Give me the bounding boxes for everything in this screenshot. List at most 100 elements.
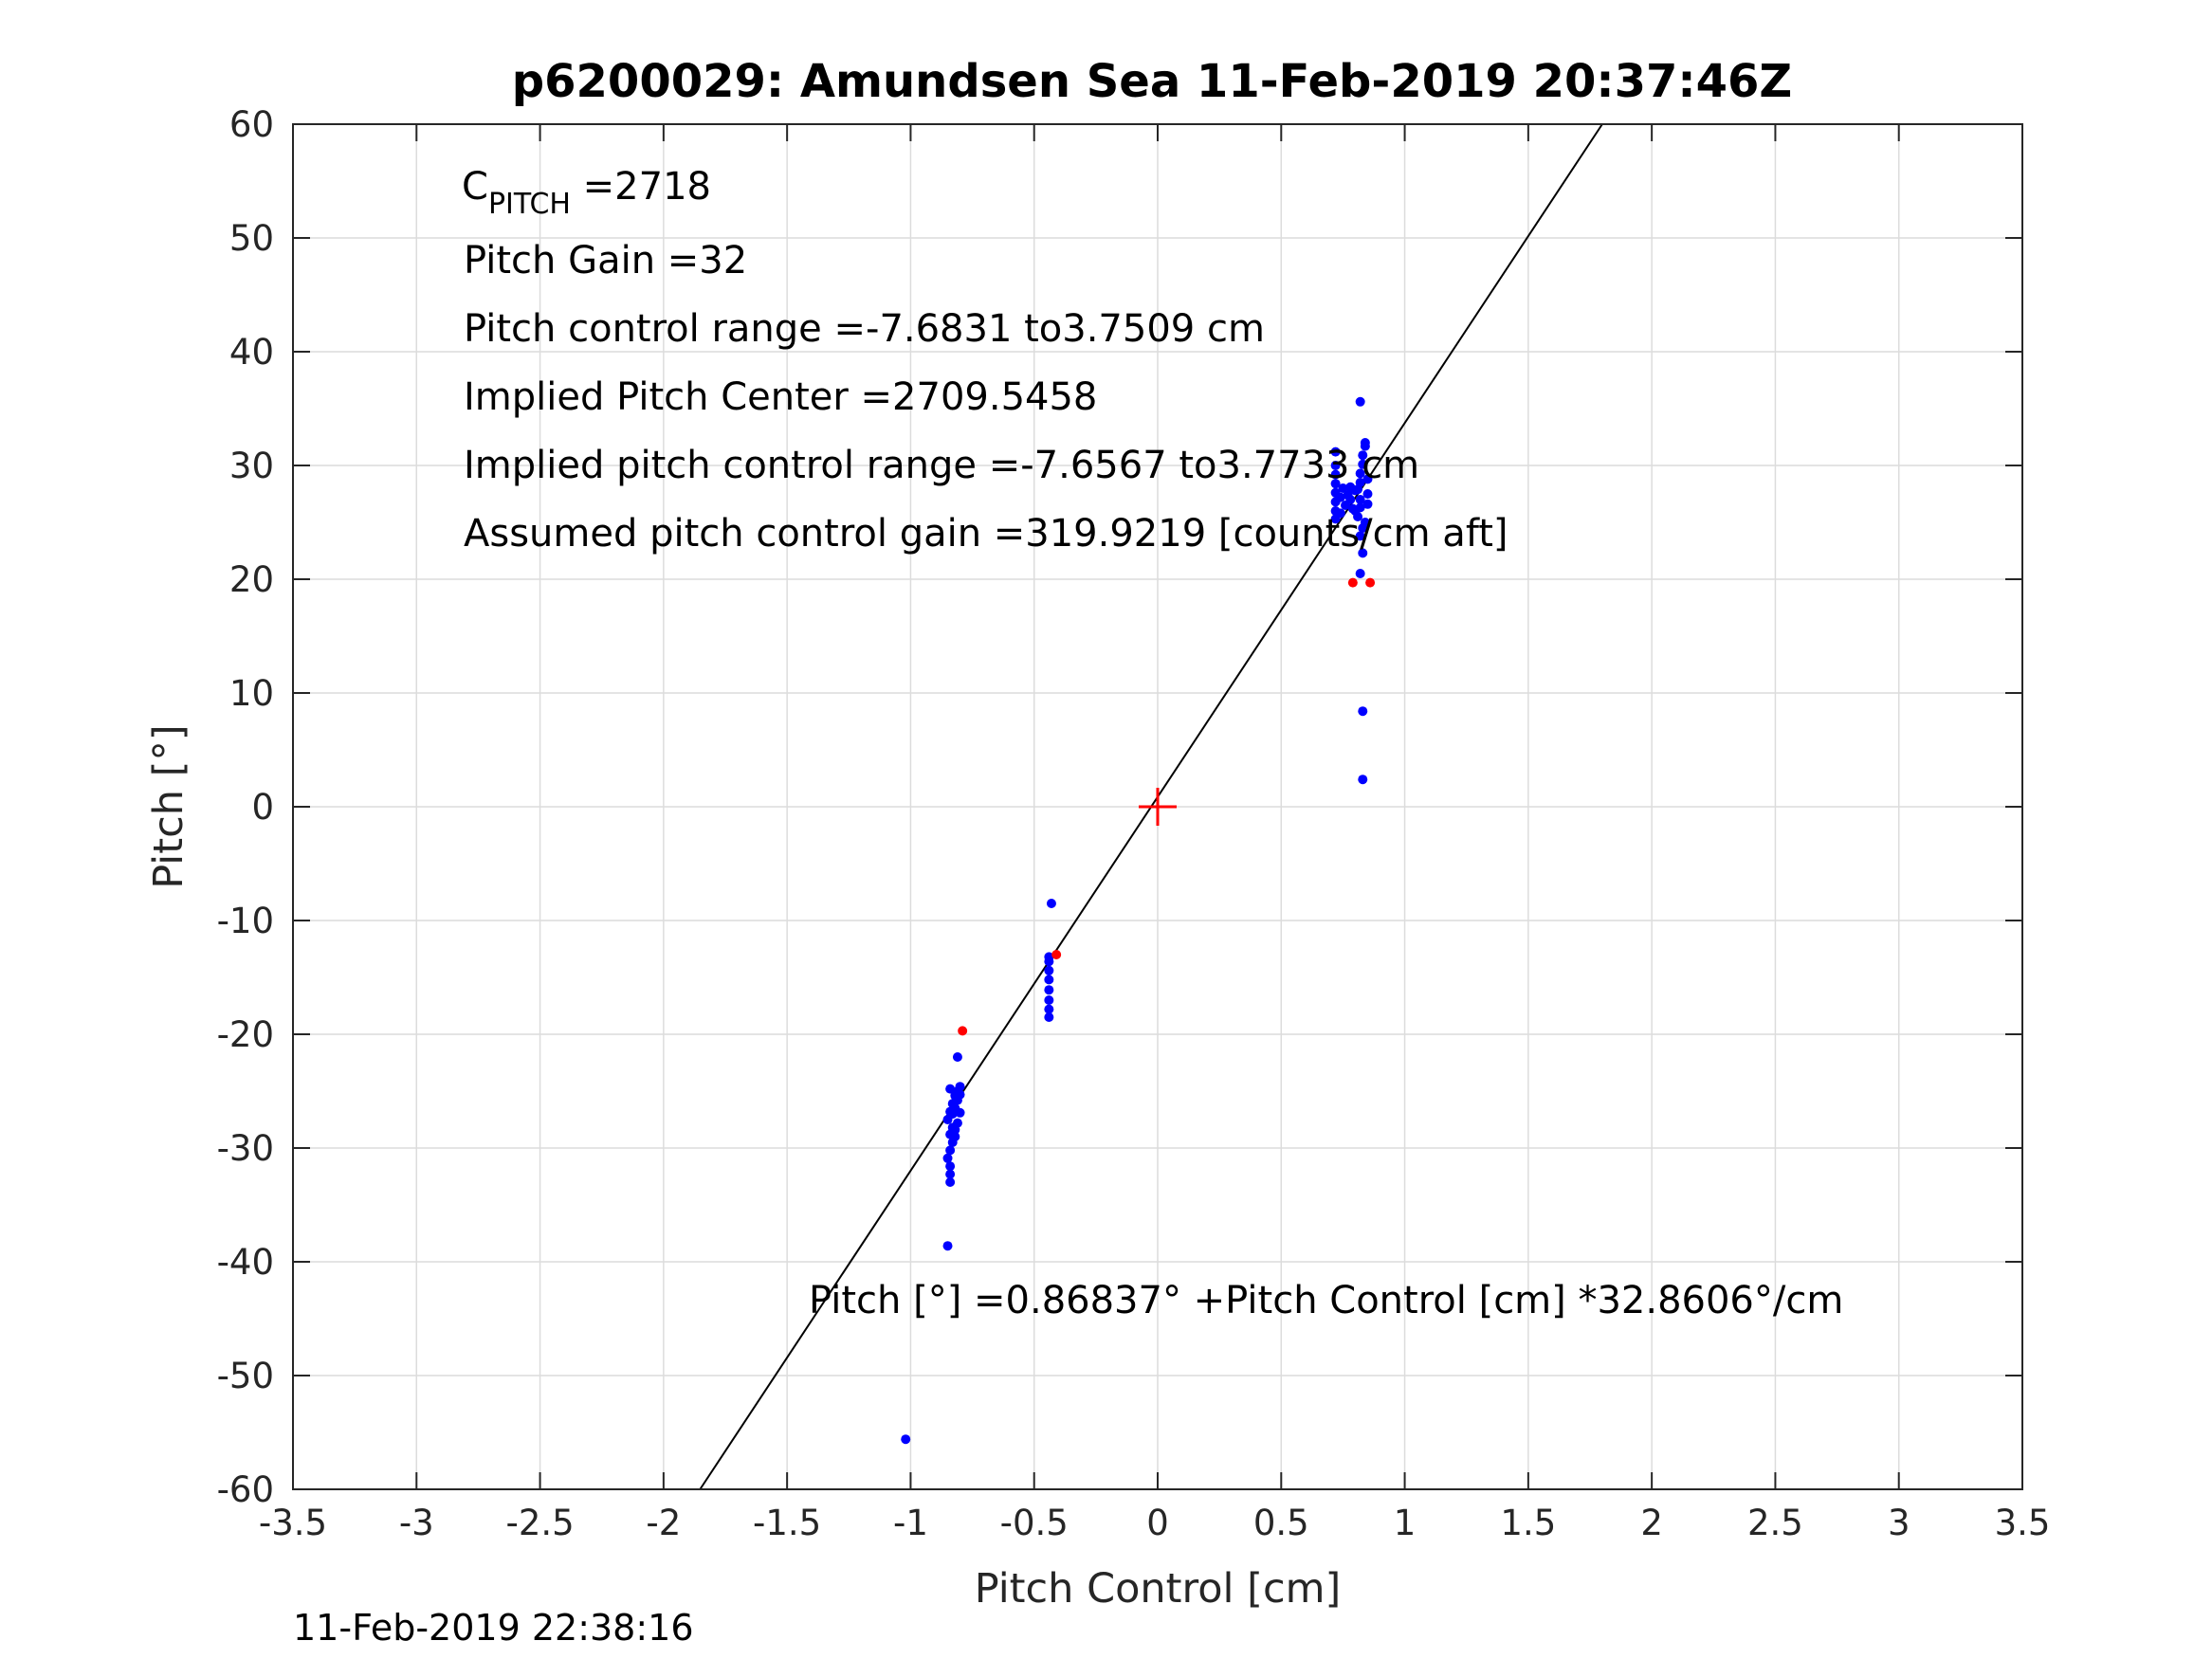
y-tick-label: 60: [229, 104, 274, 145]
data-point-blue: [945, 1161, 956, 1172]
y-tick-label: -10: [217, 901, 274, 941]
data-point-blue: [947, 1109, 958, 1119]
data-point-red: [1347, 577, 1358, 588]
data-point-blue: [942, 1241, 953, 1251]
data-point-blue: [1044, 975, 1054, 985]
data-point-blue: [1353, 484, 1363, 495]
x-tick-label: 3.5: [1995, 1503, 2051, 1543]
implied-pitch-control-range-annotation: Implied pitch control range =-7.6567 to3…: [464, 444, 1419, 487]
x-tick-label: 1.5: [1500, 1503, 1556, 1543]
fit-equation-annotation: Pitch [°] =0.86837° +Pitch Control [cm] …: [809, 1279, 1843, 1322]
data-point-blue: [1355, 531, 1365, 541]
footer-timestamp: 11-Feb-2019 22:38:16: [293, 1607, 694, 1649]
data-point-blue: [1044, 1012, 1054, 1022]
assumed-gain-annotation: Assumed pitch control gain =319.9219 [co…: [464, 512, 1508, 556]
data-point-blue: [942, 1153, 953, 1163]
pitch-gain-annotation: Pitch Gain =32: [464, 239, 747, 283]
c-pitch-annotation: CPITCH =2718: [462, 165, 711, 221]
y-tick-label: -60: [217, 1469, 274, 1510]
data-point-blue: [955, 1107, 965, 1118]
data-point-blue: [1330, 461, 1341, 470]
c-pitch-subscript: PITCH: [488, 188, 571, 221]
x-tick-label: -1: [893, 1503, 928, 1543]
data-point-red: [958, 1026, 968, 1036]
data-point-blue: [950, 1132, 960, 1141]
plot-frame: [292, 123, 2023, 1490]
data-point-blue: [1044, 965, 1054, 975]
x-tick-label: -1.5: [753, 1503, 821, 1543]
data-point-blue: [1362, 489, 1373, 499]
data-point-blue: [1345, 495, 1356, 504]
data-point-blue: [945, 1084, 956, 1094]
pitch-control-range-annotation: Pitch control range =-7.6831 to3.7509 cm: [464, 307, 1265, 351]
y-tick-labels: -60 -50 -40 -30 -20 -10 0 10 20 30 40 50 60: [217, 104, 274, 1510]
data-point-blue: [1358, 459, 1368, 469]
x-tick-label: -3.5: [259, 1503, 327, 1543]
y-tick-label: -50: [217, 1356, 274, 1396]
data-point-blue: [1358, 450, 1368, 461]
data-point-blue: [952, 1052, 962, 1062]
data-point-blue: [1362, 474, 1373, 484]
y-tick-label: 20: [229, 559, 274, 600]
data-point-blue: [1362, 499, 1373, 509]
y-tick-label: -30: [217, 1128, 274, 1169]
x-tick-label: -3: [399, 1503, 434, 1543]
data-point-blue: [945, 1169, 956, 1179]
data-point-blue: [1330, 447, 1341, 457]
y-tick-label: 30: [229, 446, 274, 486]
data-point-blue: [1358, 548, 1368, 558]
data-point-red: [1365, 577, 1376, 588]
x-tick-label: 1: [1394, 1503, 1417, 1543]
y-axis-title: Pitch [°]: [145, 724, 192, 888]
y-tick-label: 10: [229, 673, 274, 714]
data-point-blue: [1338, 483, 1348, 493]
data-point-blue: [955, 1082, 965, 1092]
chart-title: p6200029: Amundsen Sea 11-Feb-2019 20:37…: [512, 55, 1792, 108]
data-point-blue: [1044, 995, 1054, 1005]
data-point-blue: [950, 1124, 960, 1135]
y-tick-label: 40: [229, 332, 274, 373]
x-tick-label: -0.5: [1000, 1503, 1069, 1543]
c-pitch-main: C: [462, 165, 488, 209]
data-point-blue: [901, 1434, 911, 1445]
x-tick-label: 3: [1888, 1503, 1910, 1543]
y-tick-label: 0: [251, 787, 274, 828]
data-point-blue: [1355, 468, 1365, 479]
plot-area: [292, 123, 2023, 1490]
data-point-red: [1051, 950, 1062, 959]
data-point-blue: [1330, 469, 1341, 480]
data-point-blue: [945, 1145, 956, 1156]
data-point-blue: [1358, 775, 1368, 785]
data-points: [901, 396, 1376, 1445]
implied-pitch-center-annotation: Implied Pitch Center =2709.5458: [464, 375, 1097, 419]
data-point-blue: [1355, 569, 1365, 578]
data-point-blue: [1355, 396, 1365, 407]
data-point-blue: [1335, 508, 1345, 519]
data-point-blue: [1358, 523, 1368, 533]
x-tick-labels: -3.5 -3 -2.5 -2 -1.5 -1 -0.5 0 0.5 1 1.5 2 2.5 3 3.5: [259, 1503, 2051, 1543]
y-tick-label: -40: [217, 1242, 274, 1283]
data-point-blue: [1350, 506, 1361, 516]
x-axis-title: Pitch Control [cm]: [975, 1565, 1342, 1613]
data-point-blue: [1355, 495, 1365, 504]
data-point-blue: [1358, 706, 1368, 717]
data-point-blue: [1044, 1004, 1054, 1014]
x-tick-label: 2: [1640, 1503, 1663, 1543]
x-tick-label: 0: [1146, 1503, 1169, 1543]
data-point-blue: [1044, 985, 1054, 995]
x-tick-label: 2.5: [1747, 1503, 1803, 1543]
data-point-blue: [1335, 492, 1345, 502]
data-point-blue: [1046, 899, 1056, 908]
x-tick-label: 0.5: [1253, 1503, 1309, 1543]
y-tick-label: -20: [217, 1014, 274, 1055]
data-point-blue: [1044, 952, 1054, 962]
y-tick-label: 50: [229, 218, 274, 259]
c-pitch-value: =2718: [571, 165, 711, 209]
x-tick-label: -2: [646, 1503, 681, 1543]
data-point-blue: [1360, 438, 1370, 447]
data-point-blue: [955, 1089, 965, 1100]
center-marker-layer: [1139, 788, 1177, 826]
x-tick-label: -2.5: [505, 1503, 574, 1543]
annotations: CPITCH =2718 Pitch Gain =32 Pitch contro…: [462, 165, 1843, 1322]
